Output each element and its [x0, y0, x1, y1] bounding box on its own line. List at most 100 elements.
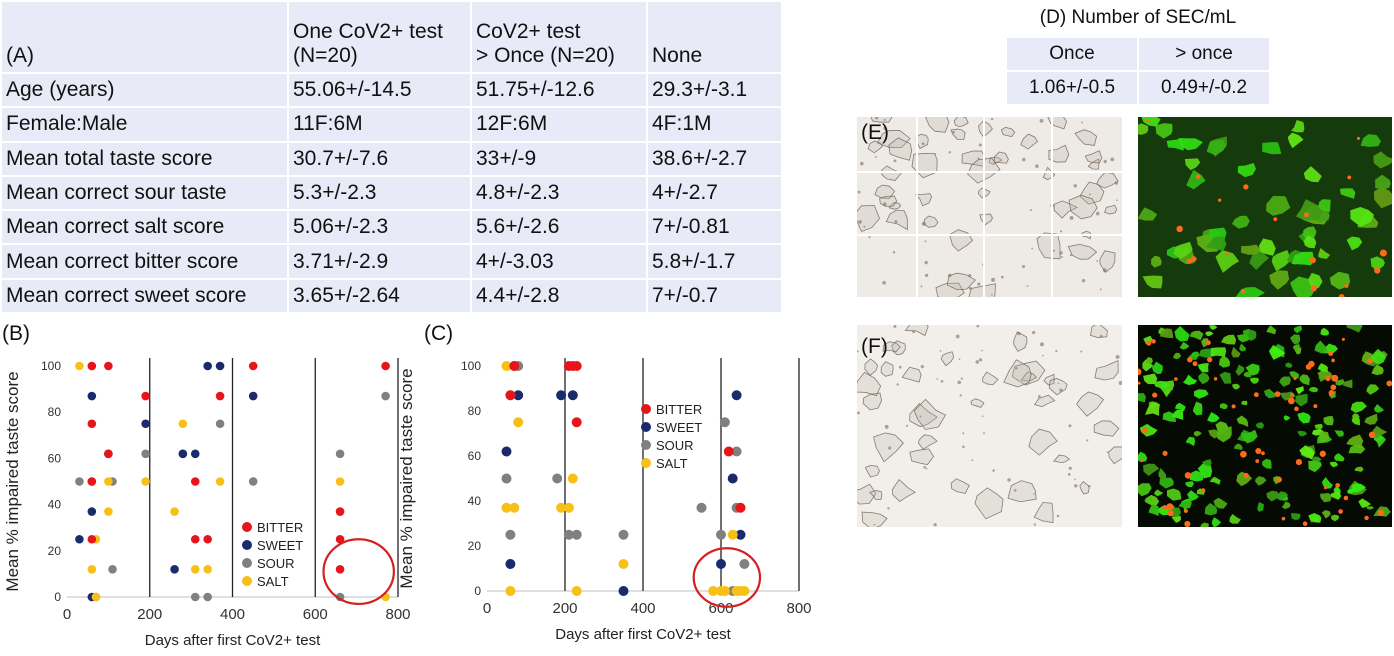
debris-particle	[857, 411, 861, 415]
stained-cell	[1234, 443, 1243, 451]
stained-cell	[1373, 187, 1392, 209]
stained-nucleus	[1368, 431, 1376, 439]
debris-particle	[1095, 211, 1100, 216]
debris-particle	[1080, 350, 1083, 353]
data-point-salt	[170, 507, 179, 516]
stained-cell	[1191, 351, 1200, 358]
stained-nucleus	[1374, 267, 1381, 274]
debris-particle	[1042, 354, 1044, 357]
debris-particle	[1086, 439, 1089, 442]
stained-cell	[1153, 489, 1164, 497]
header-one-test: One CoV2+ test (N=20)	[287, 0, 472, 74]
debris-particle	[958, 358, 961, 360]
data-point-sweet	[567, 390, 578, 401]
epithelial-cell	[1003, 359, 1032, 388]
data-point-salt	[505, 586, 516, 596]
table-cell: 7+/-0.7	[646, 277, 783, 315]
table-row: Age (years) 55.06+/-14.5 51.75+/-12.6 29…	[0, 71, 783, 109]
epithelial-cell	[946, 272, 977, 291]
epithelial-cell	[904, 325, 929, 337]
stained-cell	[1187, 490, 1199, 502]
debris-particle	[1022, 265, 1026, 269]
data-point-salt	[91, 592, 101, 602]
stained-nucleus	[1293, 376, 1297, 380]
epithelial-cell	[1048, 144, 1070, 163]
stained-nucleus	[1142, 427, 1148, 434]
stained-cell	[1201, 459, 1212, 466]
data-point-sweet	[556, 390, 567, 401]
stained-nucleus	[1176, 225, 1183, 233]
data-point-salt	[190, 564, 200, 574]
stained-cell	[1275, 491, 1289, 501]
data-point-salt	[618, 559, 629, 569]
debris-particle	[883, 126, 887, 131]
stained-cell	[1346, 236, 1363, 251]
stained-cell	[1232, 383, 1241, 390]
stained-cell	[1216, 426, 1232, 443]
data-point-sweet	[75, 534, 84, 544]
stained-cell	[1178, 499, 1192, 509]
stained-cell	[1295, 199, 1324, 221]
fluorescent-cells-f	[1138, 325, 1392, 527]
chart-c-svg: 0 20 40 60 80 100 0 200 400 600 800 Days after firs…	[397, 358, 812, 643]
debris-particle	[940, 380, 944, 383]
data-point-salt	[739, 586, 750, 596]
data-point-sour	[203, 592, 212, 602]
debris-particle	[894, 220, 898, 224]
stained-nucleus	[1183, 508, 1188, 514]
stained-cell	[1159, 477, 1174, 489]
debris-particle	[1007, 478, 1011, 482]
stained-cell	[1200, 522, 1209, 527]
chart-c: (C) 0 20 40 60 80 100 0 200 400 600 800 Days after …	[397, 318, 840, 656]
legend-marker-bitter	[641, 404, 651, 414]
stained-cell	[1375, 174, 1391, 190]
data-point-sour	[75, 477, 84, 486]
stained-cell	[1351, 417, 1360, 426]
debris-particle	[893, 325, 897, 328]
epithelial-cell	[1052, 454, 1071, 464]
stained-cell	[1333, 454, 1341, 462]
legend-marker-salt	[242, 576, 252, 586]
debris-particle	[923, 466, 926, 469]
stained-cell	[1185, 436, 1196, 447]
stained-nucleus	[1201, 488, 1206, 493]
stained-cell	[1318, 247, 1331, 259]
debris-particle	[1116, 199, 1118, 201]
epithelial-cell	[881, 165, 903, 181]
stained-cell	[1143, 463, 1160, 476]
epithelial-cell	[867, 140, 884, 154]
header-once: Once	[1005, 36, 1139, 72]
table-cell: 4.4+/-2.8	[470, 277, 648, 315]
data-point-salt	[501, 361, 512, 371]
x-tick-label: 600	[708, 600, 733, 617]
data-point-sour	[731, 446, 742, 457]
debris-particle	[976, 325, 980, 328]
data-point-sour	[501, 473, 512, 484]
stained-nucleus	[1328, 390, 1335, 396]
debris-particle	[857, 190, 861, 194]
table-header-row: (A) One CoV2+ test (N=20) CoV2+ test > O…	[0, 0, 783, 74]
epithelial-cell	[1076, 391, 1105, 417]
stained-cell	[1321, 509, 1331, 519]
legend-label-salt: SALT	[257, 574, 289, 589]
stained-nucleus	[1309, 257, 1316, 264]
debris-particle	[921, 221, 926, 226]
stained-cell	[1171, 515, 1182, 523]
epithelial-cell	[880, 361, 894, 377]
stained-cell	[1299, 445, 1315, 460]
stained-nucleus	[1140, 458, 1144, 462]
debris-particle	[936, 378, 939, 380]
y-tick-label: 100	[461, 359, 481, 373]
epithelial-cell	[862, 392, 883, 411]
data-point-bitter	[87, 361, 97, 371]
legend-marker-sour	[242, 558, 252, 568]
debris-particle	[892, 251, 896, 254]
table-cell: 7+/-0.81	[646, 209, 783, 246]
epithelial-cell	[982, 371, 999, 386]
legend-label-bitter: BITTER	[656, 402, 702, 417]
debris-particle	[1110, 157, 1115, 162]
epithelial-cell	[1053, 200, 1079, 219]
data-point-salt	[727, 529, 738, 540]
table-cell: 4+/-2.7	[646, 174, 783, 212]
debris-particle	[1081, 121, 1083, 124]
